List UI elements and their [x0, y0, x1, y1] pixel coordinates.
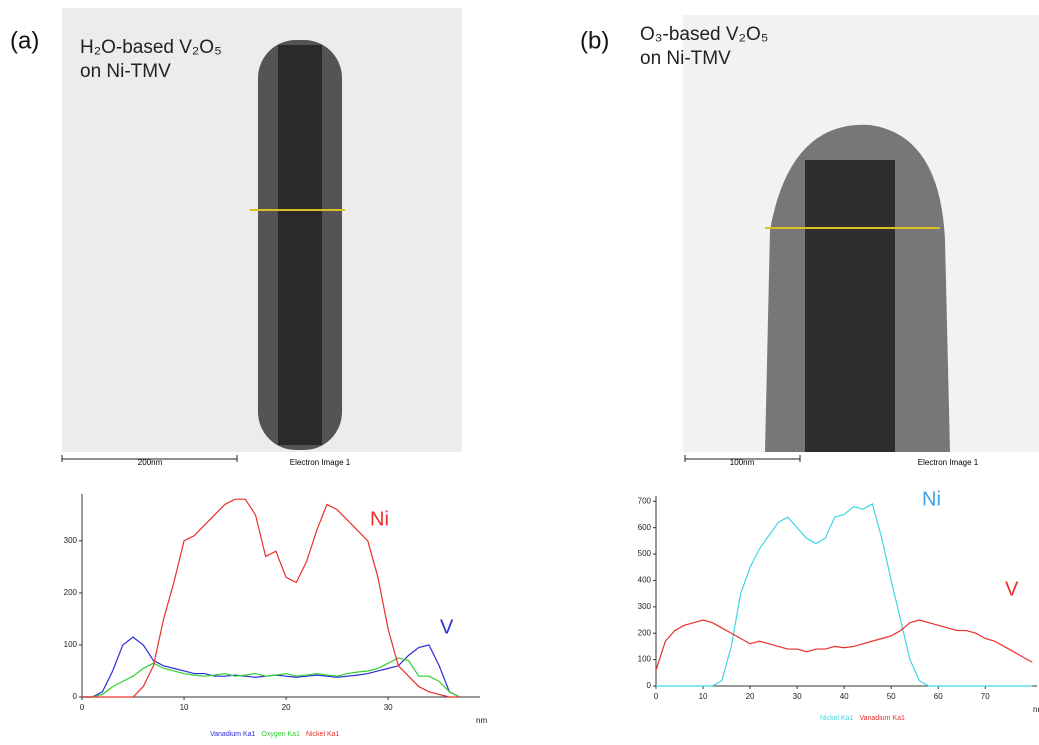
x-tick-label: 10: [180, 703, 189, 712]
legend-entry: Nickel Ka1: [306, 731, 340, 738]
annotation: V: [440, 616, 454, 638]
annotation: Ni: [370, 508, 389, 530]
x-unit: nm: [1033, 705, 1039, 714]
data-line: [82, 636, 460, 698]
legend-entry: Vanadium Ka1: [210, 731, 256, 738]
image-caption: Electron Image 1: [290, 458, 351, 467]
x-tick-label: 20: [282, 703, 291, 712]
x-tick-label: 30: [793, 692, 802, 701]
y-tick-label: 500: [638, 549, 652, 558]
scale-bars: [61, 455, 801, 462]
y-tick-label: 300: [64, 536, 78, 545]
y-tick-label: 100: [64, 640, 78, 649]
x-tick-label: 40: [840, 692, 849, 701]
y-tick-label: 0: [647, 681, 652, 690]
scale-label: 200nm: [138, 458, 163, 467]
data-line: [656, 503, 1033, 687]
y-tick-label: 200: [638, 628, 652, 637]
image-caption: Electron Image 1: [918, 458, 979, 467]
y-tick-label: 100: [638, 655, 652, 664]
x-tick-label: 0: [654, 692, 659, 701]
data-line: [82, 498, 460, 698]
sample-label: H₂O-based V₂O₅: [80, 37, 222, 58]
y-tick-label: 600: [638, 523, 652, 532]
y-tick-label: 400: [638, 576, 652, 585]
x-tick-label: 10: [699, 692, 708, 701]
x-tick-label: 50: [887, 692, 896, 701]
sample-label: on Ni-TMV: [640, 48, 731, 69]
panel-label: (a): [10, 27, 39, 54]
sample-label: O₃-based V₂O₅: [640, 24, 768, 45]
nanorod-core: [805, 160, 895, 452]
annotation: V: [1005, 578, 1019, 600]
x-tick-label: 70: [981, 692, 990, 701]
nanorod-core: [278, 45, 322, 445]
x-tick-label: 20: [746, 692, 755, 701]
y-tick-label: 300: [638, 602, 652, 611]
scale-bar: [684, 455, 801, 462]
scale-bar: [61, 455, 238, 462]
annotation: Ni: [922, 488, 941, 510]
panel-label: (b): [580, 27, 609, 54]
scale-label: 100nm: [730, 458, 755, 467]
legend-entry: Nickel Ka1: [820, 715, 854, 722]
legend-entry: Oxygen Ka1: [261, 731, 300, 738]
x-unit: nm: [476, 716, 487, 725]
y-tick-label: 200: [64, 588, 78, 597]
x-tick-label: 0: [80, 703, 85, 712]
x-tick-label: 60: [934, 692, 943, 701]
y-tick-label: 0: [73, 692, 78, 701]
y-tick-label: 700: [638, 496, 652, 505]
x-tick-label: 30: [384, 703, 393, 712]
sample-label: on Ni-TMV: [80, 61, 171, 82]
data-line: [655, 619, 1033, 671]
legend-entry: Vanadium Ka1: [859, 715, 905, 722]
